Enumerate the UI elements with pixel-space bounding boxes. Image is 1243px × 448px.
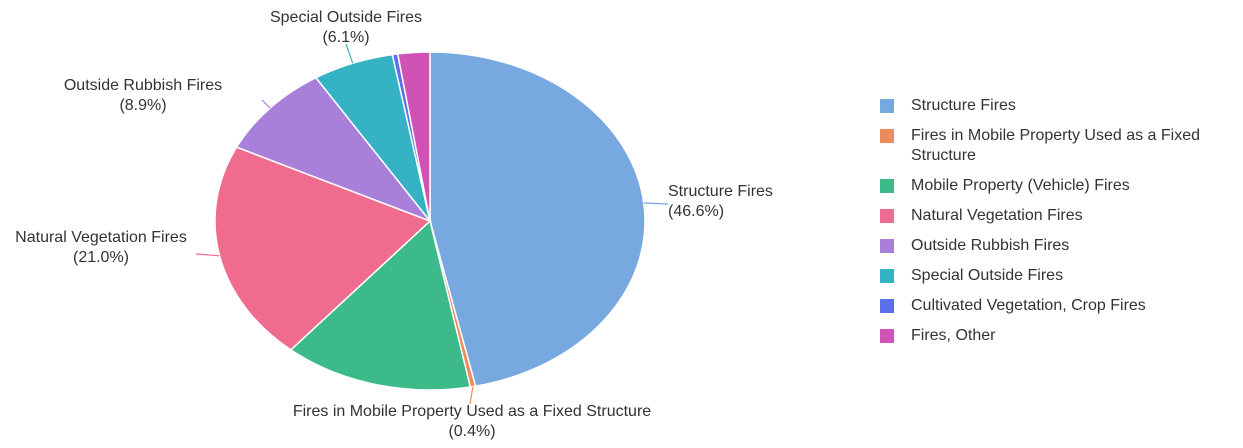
legend-label: Structure Fires xyxy=(911,97,1016,114)
legend-swatch xyxy=(880,269,894,283)
legend-label: Mobile Property (Vehicle) Fires xyxy=(911,177,1130,194)
slice-name: Fires in Mobile Property Used as a Fixed… xyxy=(292,403,652,420)
slice-value: (21.0%) xyxy=(72,249,130,266)
slice-name: Natural Vegetation Fires xyxy=(15,229,187,246)
leader-line xyxy=(345,43,354,64)
legend-label: Outside Rubbish Fires xyxy=(911,237,1070,254)
legend-label: Cultivated Vegetation, Crop Fires xyxy=(911,297,1146,314)
leader-line xyxy=(261,99,271,109)
leader-line xyxy=(195,253,220,257)
slice-value: (0.4%) xyxy=(448,423,496,440)
legend-swatch xyxy=(880,299,894,313)
data-label: Structure Fires (46.6%) xyxy=(668,182,828,222)
slice-name: Special Outside Fires xyxy=(269,9,423,26)
legend-swatch xyxy=(880,179,894,193)
leader-line xyxy=(469,386,474,405)
pie-slice xyxy=(396,51,431,222)
slice-name: Outside Rubbish Fires xyxy=(63,77,223,94)
legend-label: Special Outside Fires xyxy=(911,267,1064,284)
data-label: Fires in Mobile Property Used as a Fixed… xyxy=(222,402,722,442)
slice-value: (8.9%) xyxy=(119,97,167,114)
legend-swatch xyxy=(880,129,894,143)
leader-line xyxy=(643,202,669,205)
data-label: Special Outside Fires (6.1%) xyxy=(236,8,456,48)
slice-value: (46.6%) xyxy=(668,203,725,220)
legend-label: Fires, Other xyxy=(911,327,996,344)
legend-swatch xyxy=(880,239,894,253)
slice-value: (6.1%) xyxy=(322,29,370,46)
legend-swatch xyxy=(880,209,894,223)
pie-slice xyxy=(289,219,472,391)
slice-name: Structure Fires xyxy=(668,183,773,200)
data-label: Natural Vegetation Fires (21.0%) xyxy=(6,228,196,268)
legend-swatch xyxy=(880,329,894,343)
legend-swatch xyxy=(880,99,894,113)
data-label: Outside Rubbish Fires (8.9%) xyxy=(30,76,256,116)
legend-label: Natural Vegetation Fires xyxy=(911,207,1083,224)
pie-slice xyxy=(429,51,646,388)
legend-label: Fires in Mobile Property Used as a Fixed… xyxy=(911,127,1200,164)
